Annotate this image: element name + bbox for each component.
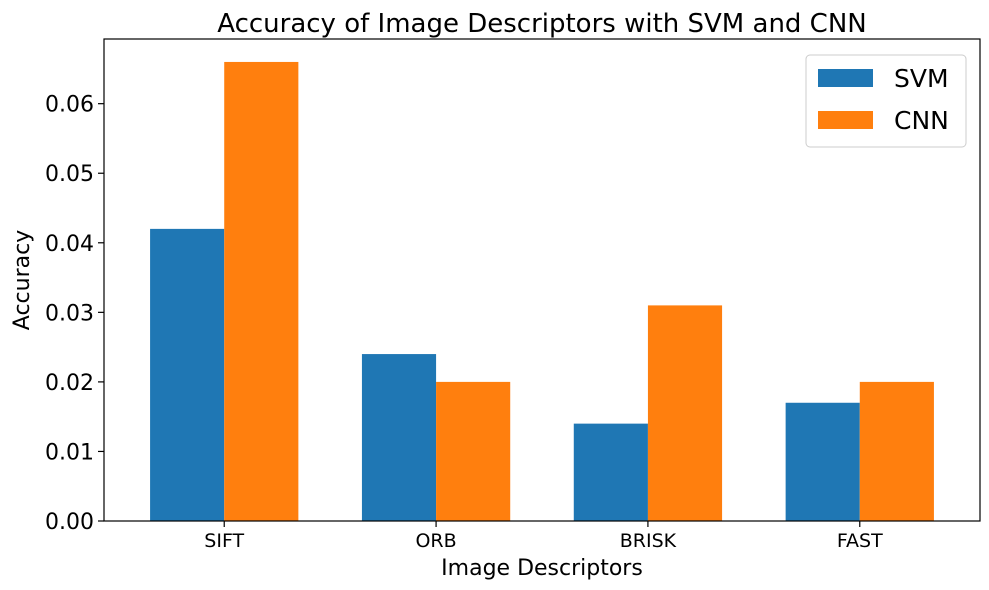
x-tick-label: BRISK bbox=[620, 530, 677, 552]
y-tick-label: 0.04 bbox=[45, 232, 94, 257]
bar-svm-fast bbox=[785, 402, 860, 521]
plot-area bbox=[150, 61, 934, 521]
legend: SVM CNN bbox=[805, 54, 967, 148]
x-tick-label: SIFT bbox=[204, 530, 244, 552]
y-tick-label: 0.00 bbox=[45, 510, 94, 535]
y-tick-label: 0.03 bbox=[45, 301, 94, 326]
y-axis: 0.00 0.01 0.02 0.03 0.04 0.05 0.06 bbox=[45, 93, 104, 535]
bar-cnn-sift bbox=[224, 61, 299, 521]
x-tick-label: FAST bbox=[837, 530, 883, 552]
bar-cnn-orb bbox=[436, 381, 511, 521]
x-axis: SIFT ORB BRISK FAST bbox=[204, 521, 883, 552]
bar-svm-brisk bbox=[573, 423, 648, 521]
y-tick-label: 0.02 bbox=[45, 371, 94, 396]
bar-cnn-brisk bbox=[647, 305, 723, 521]
legend-swatch-cnn bbox=[818, 111, 873, 129]
legend-label-svm: SVM bbox=[894, 64, 949, 93]
legend-label-cnn: CNN bbox=[894, 106, 949, 135]
x-axis-label: Image Descriptors bbox=[441, 556, 643, 581]
x-tick-label: ORB bbox=[415, 530, 456, 552]
y-tick-label: 0.06 bbox=[45, 93, 94, 118]
bar-svm-sift bbox=[150, 228, 225, 521]
bar-svm-orb bbox=[361, 354, 437, 521]
legend-swatch-svm bbox=[818, 69, 873, 87]
y-tick-label: 0.05 bbox=[45, 162, 94, 187]
y-axis-label: Accuracy bbox=[10, 230, 35, 330]
bar-cnn-fast bbox=[859, 381, 934, 521]
plot-frame bbox=[103, 38, 981, 522]
chart-title: Accuracy of Image Descriptors with SVM a… bbox=[217, 9, 867, 39]
y-tick-label: 0.01 bbox=[45, 440, 94, 465]
